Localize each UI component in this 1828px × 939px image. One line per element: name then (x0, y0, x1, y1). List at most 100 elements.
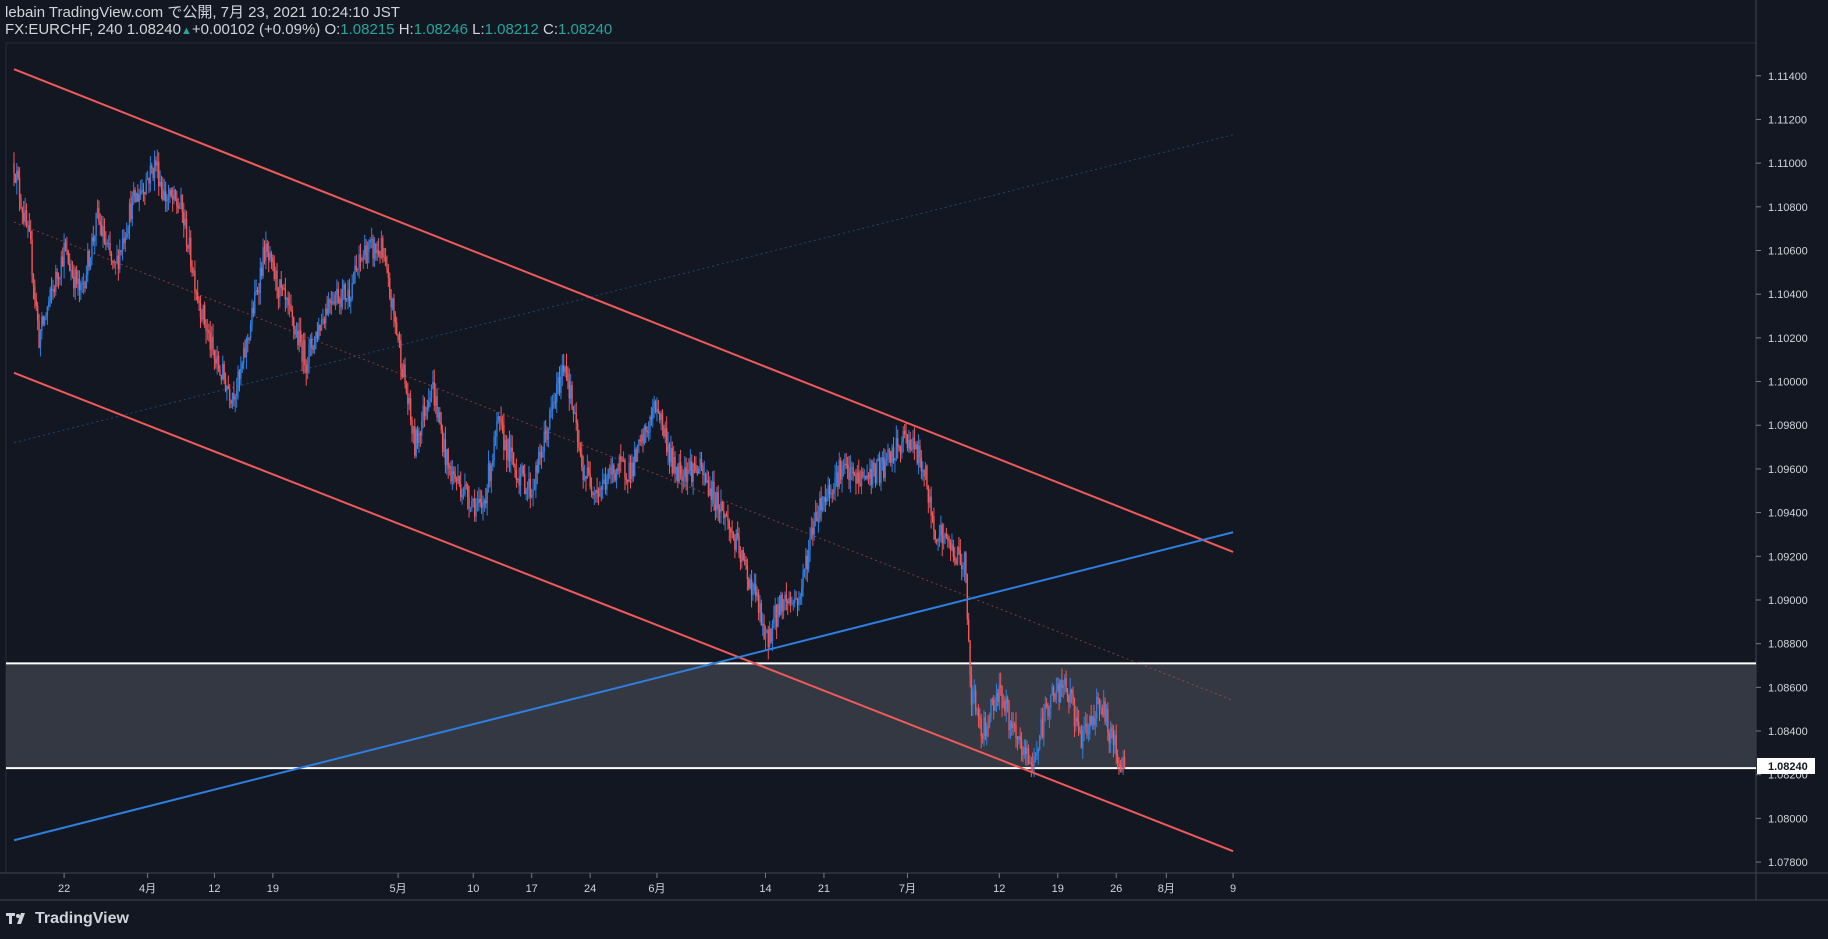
candle (895, 438, 898, 459)
candle (67, 250, 69, 264)
candle (422, 405, 424, 421)
candle (540, 454, 543, 458)
candle (448, 465, 451, 469)
candle (88, 250, 90, 267)
candle (1001, 687, 1003, 708)
candle (412, 426, 415, 434)
candle (489, 463, 491, 482)
candle (305, 365, 307, 373)
price-tick-label: 1.09600 (1768, 464, 1808, 476)
candle (951, 544, 953, 551)
candle (38, 320, 40, 348)
candle (387, 269, 390, 278)
candle (615, 469, 618, 481)
tradingview-footer[interactable]: TradingView (6, 910, 129, 928)
candle (713, 481, 715, 504)
candle (642, 434, 644, 444)
candle (77, 278, 79, 285)
candle (389, 277, 391, 298)
candle (532, 490, 534, 495)
candle (1062, 685, 1065, 689)
last-price-label: 1.08240 (1768, 761, 1808, 773)
candle (433, 382, 435, 406)
candle (611, 464, 614, 475)
candle (1064, 678, 1066, 686)
candle (362, 255, 365, 260)
candle (135, 193, 138, 203)
candle (1038, 735, 1041, 750)
candle (910, 447, 913, 451)
candle (531, 494, 533, 498)
candle (883, 457, 885, 478)
price-tick-label: 1.11000 (1768, 158, 1807, 170)
candle (350, 298, 352, 302)
candle (119, 250, 121, 269)
candle (106, 243, 108, 245)
candle (1043, 711, 1045, 738)
price-tick-label: 1.08000 (1768, 813, 1808, 825)
candle (903, 430, 906, 434)
candle (976, 709, 978, 711)
candle (262, 246, 264, 276)
candle (469, 507, 472, 509)
candle (874, 468, 877, 484)
candle (1029, 762, 1031, 764)
candle (734, 538, 736, 550)
candle (707, 480, 710, 496)
candle (123, 238, 125, 244)
candle (209, 332, 211, 350)
channel-lower-line (13, 371, 1234, 853)
candle (92, 237, 95, 242)
candle (956, 546, 959, 564)
candle (205, 324, 207, 331)
candle (711, 481, 714, 500)
candle (1069, 689, 1071, 703)
candle (60, 256, 63, 277)
candle (212, 336, 214, 351)
candle (782, 599, 785, 612)
candle (858, 472, 860, 483)
candle (583, 476, 586, 481)
candle (560, 375, 562, 393)
candle (862, 471, 864, 476)
candle (588, 467, 590, 474)
candle (800, 587, 803, 597)
candle (798, 598, 800, 605)
candle (631, 462, 633, 479)
candle (954, 556, 956, 560)
candle (68, 263, 71, 271)
candle (572, 409, 575, 414)
candle (787, 601, 789, 604)
candle (492, 460, 494, 466)
candle (586, 467, 589, 479)
candle (1025, 746, 1027, 755)
candle (365, 245, 367, 264)
candle (845, 463, 847, 466)
candle (1096, 697, 1098, 720)
candle (134, 189, 136, 203)
candle (258, 292, 260, 294)
candle (66, 249, 68, 251)
candle (897, 438, 899, 447)
candle (706, 480, 708, 483)
candle (85, 274, 88, 289)
time-tick-label: 21 (818, 883, 830, 895)
candle (553, 401, 555, 405)
candle (1108, 732, 1110, 744)
candle (311, 338, 313, 349)
candle (14, 173, 17, 183)
candle (70, 270, 72, 272)
candle (1082, 728, 1084, 749)
candle (768, 629, 771, 647)
candle (720, 501, 722, 513)
candle (593, 492, 596, 496)
candle (675, 466, 678, 474)
candle (465, 484, 467, 486)
candle (280, 279, 282, 288)
candle (1011, 721, 1013, 728)
candle (622, 460, 625, 462)
candle (741, 549, 743, 562)
candle (1118, 763, 1120, 765)
candle (794, 598, 796, 603)
